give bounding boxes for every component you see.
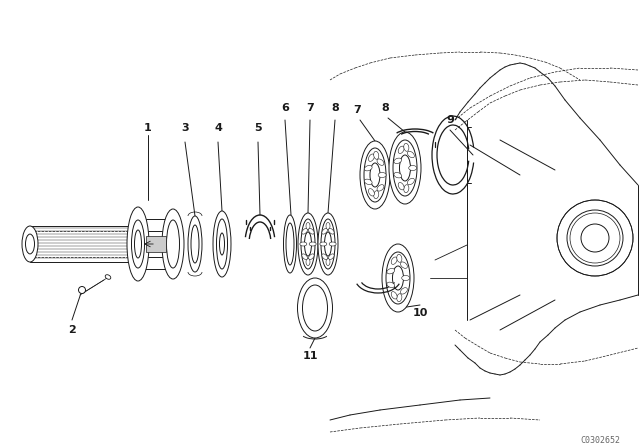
Ellipse shape <box>387 268 395 274</box>
Ellipse shape <box>301 219 315 269</box>
Ellipse shape <box>374 191 379 198</box>
Ellipse shape <box>374 151 379 159</box>
Circle shape <box>557 200 633 276</box>
Ellipse shape <box>321 219 335 269</box>
Text: 8: 8 <box>381 103 389 113</box>
Ellipse shape <box>391 292 397 299</box>
Text: 9: 9 <box>446 115 454 125</box>
Text: 3: 3 <box>181 123 189 133</box>
Ellipse shape <box>393 140 417 196</box>
Ellipse shape <box>394 158 402 164</box>
Text: 8: 8 <box>331 103 339 113</box>
Ellipse shape <box>408 151 414 158</box>
Ellipse shape <box>320 242 327 246</box>
Ellipse shape <box>127 207 149 281</box>
Ellipse shape <box>306 223 310 229</box>
Ellipse shape <box>188 216 202 272</box>
Ellipse shape <box>322 228 328 234</box>
Ellipse shape <box>370 163 380 187</box>
Ellipse shape <box>397 254 402 262</box>
Ellipse shape <box>302 254 308 259</box>
Ellipse shape <box>382 244 414 312</box>
Ellipse shape <box>308 228 314 234</box>
Ellipse shape <box>408 178 414 185</box>
Ellipse shape <box>394 172 402 178</box>
Ellipse shape <box>401 262 407 268</box>
Ellipse shape <box>409 165 417 171</box>
Text: 7: 7 <box>353 105 361 115</box>
Ellipse shape <box>131 220 145 268</box>
Ellipse shape <box>398 182 404 190</box>
Ellipse shape <box>166 220 179 268</box>
Text: 5: 5 <box>254 123 262 133</box>
Ellipse shape <box>284 215 296 273</box>
Ellipse shape <box>22 226 38 262</box>
Ellipse shape <box>308 254 314 259</box>
Ellipse shape <box>377 185 384 191</box>
Ellipse shape <box>26 234 35 254</box>
Ellipse shape <box>399 155 410 181</box>
Circle shape <box>581 224 609 252</box>
Ellipse shape <box>329 242 336 246</box>
Ellipse shape <box>328 228 334 234</box>
Text: C0302652: C0302652 <box>580 435 620 444</box>
Ellipse shape <box>298 213 318 275</box>
Ellipse shape <box>402 276 410 280</box>
Ellipse shape <box>216 219 227 269</box>
Ellipse shape <box>324 232 332 256</box>
Text: 10: 10 <box>412 308 428 318</box>
Ellipse shape <box>364 165 372 171</box>
Ellipse shape <box>401 288 407 294</box>
Circle shape <box>79 287 86 293</box>
Ellipse shape <box>389 132 421 204</box>
Ellipse shape <box>392 266 403 290</box>
Text: 7: 7 <box>306 103 314 113</box>
Ellipse shape <box>364 179 372 185</box>
Text: 1: 1 <box>144 123 152 133</box>
Circle shape <box>567 210 623 266</box>
Text: 6: 6 <box>281 103 289 113</box>
Polygon shape <box>146 236 166 252</box>
Ellipse shape <box>397 294 402 302</box>
Ellipse shape <box>328 254 334 259</box>
Ellipse shape <box>391 257 397 264</box>
Ellipse shape <box>326 223 330 229</box>
Ellipse shape <box>378 172 386 177</box>
Ellipse shape <box>404 185 409 193</box>
Ellipse shape <box>303 285 328 331</box>
Ellipse shape <box>213 211 231 277</box>
Text: 2: 2 <box>68 325 76 335</box>
Text: 4: 4 <box>214 123 222 133</box>
Ellipse shape <box>134 230 141 258</box>
Ellipse shape <box>386 252 410 304</box>
Ellipse shape <box>326 258 330 266</box>
Ellipse shape <box>387 282 395 288</box>
Ellipse shape <box>162 209 184 279</box>
Ellipse shape <box>220 233 225 255</box>
Ellipse shape <box>300 242 307 246</box>
Ellipse shape <box>305 232 312 256</box>
Ellipse shape <box>309 242 316 246</box>
Ellipse shape <box>105 275 111 279</box>
Ellipse shape <box>364 148 386 202</box>
Ellipse shape <box>377 159 384 165</box>
Ellipse shape <box>369 189 374 196</box>
Ellipse shape <box>398 146 404 154</box>
Ellipse shape <box>360 141 390 209</box>
Ellipse shape <box>302 228 308 234</box>
Ellipse shape <box>298 278 333 338</box>
Ellipse shape <box>404 143 409 151</box>
Ellipse shape <box>286 223 294 265</box>
Ellipse shape <box>318 213 338 275</box>
Ellipse shape <box>322 254 328 259</box>
Ellipse shape <box>306 258 310 266</box>
Text: 11: 11 <box>302 351 317 361</box>
Ellipse shape <box>369 154 374 161</box>
Ellipse shape <box>191 225 199 263</box>
